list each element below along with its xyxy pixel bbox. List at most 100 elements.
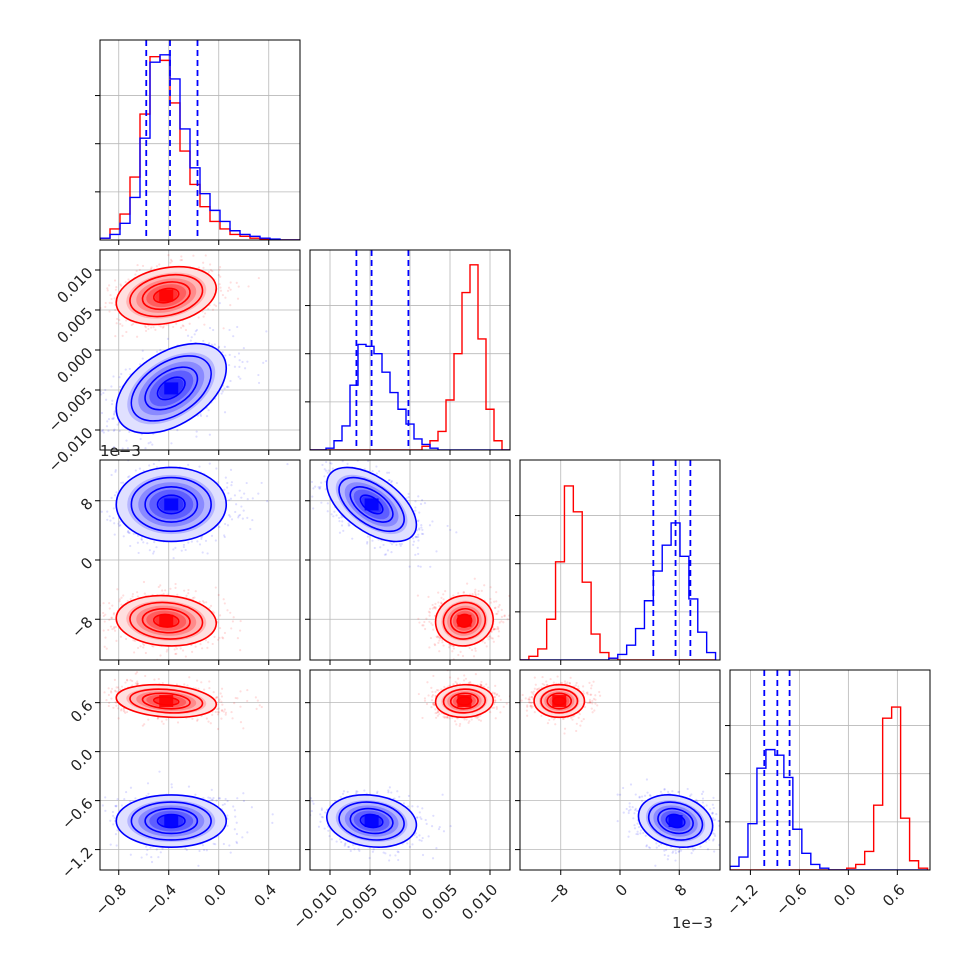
scatter-point xyxy=(199,414,203,417)
scatter-point xyxy=(500,620,503,623)
scatter-point xyxy=(386,549,390,552)
scatter-point xyxy=(155,350,159,353)
scatter-point xyxy=(384,553,388,556)
scatter-point xyxy=(431,520,434,523)
scatter-point xyxy=(389,541,392,544)
scatter-point xyxy=(220,392,223,395)
scatter-point xyxy=(425,617,428,620)
scatter-point xyxy=(154,328,157,332)
scatter-point xyxy=(132,639,135,642)
scatter-point xyxy=(228,514,231,517)
scatter-point xyxy=(184,328,188,332)
scatter-point xyxy=(379,546,382,549)
scatter-point xyxy=(122,594,125,597)
scatter-point xyxy=(414,553,417,556)
contour-line xyxy=(156,376,186,401)
scatter-point xyxy=(118,598,121,601)
panel-2-1 xyxy=(305,459,511,665)
scatter-point xyxy=(327,469,330,472)
scatter-point xyxy=(257,381,261,385)
scatter-point xyxy=(489,601,493,604)
scatter-point xyxy=(113,428,116,431)
scatter-point xyxy=(419,565,422,568)
scatter-point xyxy=(215,467,218,470)
scatter-point xyxy=(122,535,125,538)
scatter-point xyxy=(452,645,455,648)
scatter-point xyxy=(134,469,137,472)
scatter-point xyxy=(116,588,119,591)
scatter-point xyxy=(218,636,221,639)
scatter-point xyxy=(162,325,165,328)
scatter-point xyxy=(108,618,111,621)
scatter-point xyxy=(108,607,111,610)
scatter-point xyxy=(227,286,231,289)
scatter-point xyxy=(423,502,427,505)
scatter-point xyxy=(141,264,145,268)
scatter-point xyxy=(114,308,117,312)
scatter-point xyxy=(348,524,351,527)
scatter-point xyxy=(237,375,240,378)
scatter-point xyxy=(390,551,393,554)
scatter-point xyxy=(142,541,145,544)
contour-line xyxy=(326,466,418,543)
scatter-point xyxy=(111,627,114,631)
scatter-point xyxy=(108,602,111,605)
scatter-point xyxy=(109,294,112,297)
scatter-point xyxy=(323,468,326,471)
scatter-point xyxy=(107,417,111,421)
scatter-point xyxy=(112,612,116,615)
scatter-point xyxy=(106,287,109,290)
scatter-point xyxy=(105,647,108,650)
scatter-point xyxy=(196,540,199,543)
scatter-point xyxy=(457,653,460,657)
scatter-point xyxy=(233,494,237,497)
scatter-point xyxy=(110,473,113,477)
scatter-point xyxy=(219,275,222,278)
scatter-point xyxy=(120,372,123,376)
scatter-point xyxy=(137,551,140,555)
scatter-point xyxy=(418,511,421,514)
scatter-point xyxy=(159,325,162,328)
scatter-point xyxy=(226,385,229,388)
scatter-point xyxy=(433,643,436,646)
scatter-point xyxy=(110,302,113,305)
scatter-point xyxy=(116,423,119,426)
scatter-point xyxy=(229,515,232,518)
scatter-point xyxy=(390,543,394,546)
scatter-point xyxy=(115,322,118,325)
scatter-point xyxy=(240,505,243,508)
scatter-point xyxy=(144,329,148,333)
scatter-point xyxy=(191,650,194,653)
scatter-point xyxy=(330,462,333,465)
scatter-point xyxy=(205,415,209,418)
scatter-point xyxy=(229,281,232,284)
scatter-point xyxy=(100,393,103,396)
scatter-point xyxy=(214,304,218,308)
scatter-point xyxy=(195,328,199,332)
scatter-point xyxy=(227,386,230,389)
scatter-point xyxy=(113,626,116,629)
scatter-point xyxy=(166,648,169,651)
scatter-point xyxy=(202,601,206,604)
scatter-point xyxy=(223,411,227,414)
scatter-point xyxy=(149,441,152,444)
scatter-point xyxy=(143,325,147,328)
scatter-point xyxy=(325,469,328,472)
scatter-point xyxy=(182,324,185,328)
scatter-point xyxy=(489,635,492,638)
scatter-point xyxy=(120,596,123,599)
scatter-point xyxy=(187,592,190,595)
scatter-point xyxy=(161,589,164,592)
scatter-point xyxy=(147,327,150,331)
scatter-point xyxy=(203,312,207,315)
scatter-point xyxy=(383,553,387,556)
scatter-point xyxy=(174,546,177,549)
scatter-point xyxy=(433,644,437,647)
scatter-point xyxy=(371,469,374,473)
scatter-point xyxy=(176,593,179,596)
scatter-point xyxy=(416,520,419,523)
scatter-point xyxy=(492,640,495,643)
scatter-point xyxy=(112,413,116,416)
scatter-point xyxy=(312,487,315,490)
scatter-point xyxy=(242,347,245,350)
